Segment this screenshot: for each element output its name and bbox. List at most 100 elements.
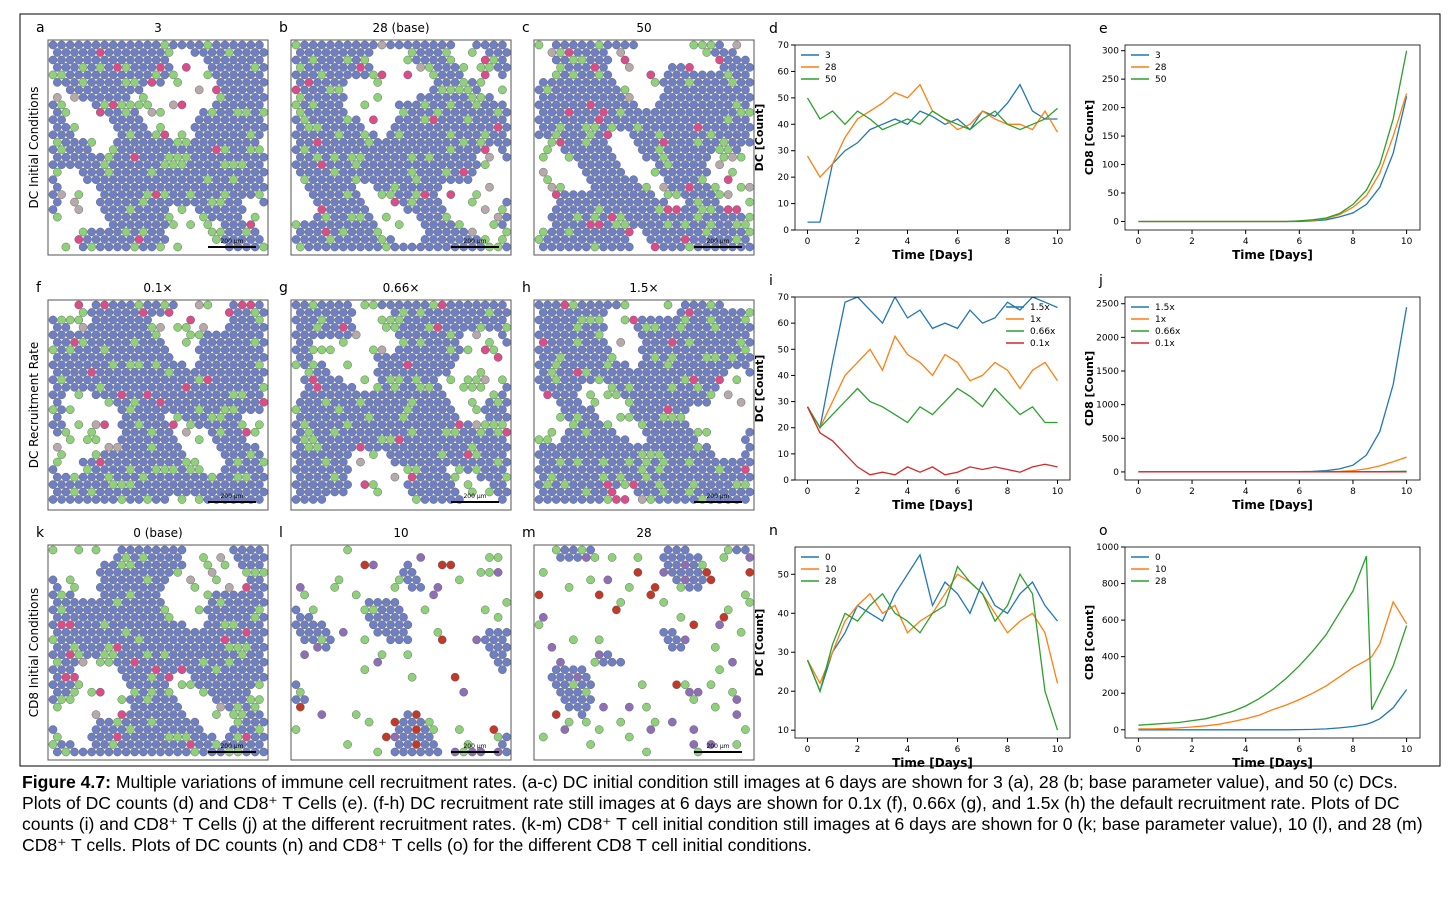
cell: [238, 696, 246, 704]
cell: [174, 398, 182, 406]
cell: [58, 481, 66, 489]
cell: [313, 228, 321, 236]
cell: [412, 726, 420, 734]
x-tick-label: 2: [1189, 745, 1195, 755]
cell: [238, 316, 246, 324]
cell: [165, 138, 173, 146]
cell: [174, 658, 182, 666]
cell: [434, 628, 442, 636]
cell: [101, 591, 109, 599]
cell: [92, 346, 100, 354]
y-tick-label: 250: [1102, 75, 1119, 85]
cell: [260, 488, 268, 496]
cell: [438, 41, 446, 49]
cell: [53, 703, 61, 711]
cell: [135, 666, 143, 674]
cell: [591, 183, 599, 191]
cell: [156, 443, 164, 451]
cell: [604, 495, 612, 503]
cell: [556, 243, 564, 251]
cell: [604, 206, 612, 214]
cell: [434, 108, 442, 116]
cell: [260, 108, 268, 116]
cell: [238, 451, 246, 459]
cell: [599, 323, 607, 331]
cell: [70, 658, 78, 666]
cell: [313, 488, 321, 496]
cell: [105, 308, 113, 316]
y-tick-label: 1000: [1096, 401, 1119, 411]
x-tick-label: 4: [1243, 237, 1249, 247]
cell: [711, 228, 719, 236]
cell: [630, 466, 638, 474]
cell: [737, 63, 745, 71]
cell: [331, 413, 339, 421]
cell: [352, 116, 360, 124]
cell: [664, 206, 672, 214]
cell: [421, 391, 429, 399]
cell: [113, 748, 121, 756]
cell: [561, 86, 569, 94]
cell: [438, 346, 446, 354]
cell: [230, 466, 238, 474]
cell: [79, 228, 87, 236]
cell: [255, 451, 263, 459]
cell: [217, 228, 225, 236]
cell: [301, 316, 309, 324]
cell: [144, 421, 152, 429]
cell: [169, 726, 177, 734]
cell: [638, 221, 646, 229]
cell: [399, 733, 407, 741]
cell: [131, 213, 139, 221]
cell: [296, 353, 304, 361]
cell: [187, 481, 195, 489]
cell: [131, 598, 139, 606]
cell: [113, 243, 121, 251]
cell: [451, 413, 459, 421]
cell: [204, 56, 212, 64]
cell: [105, 628, 113, 636]
cell: [374, 598, 382, 606]
cell: [260, 78, 268, 86]
cell: [79, 368, 87, 376]
cell: [292, 436, 300, 444]
cell: [438, 316, 446, 324]
cell: [417, 198, 425, 206]
cell: [70, 473, 78, 481]
cell: [599, 168, 607, 176]
cell: [139, 323, 147, 331]
legend-label: 1x: [1155, 315, 1167, 325]
cell: [251, 183, 259, 191]
cell: [88, 628, 96, 636]
cell: [144, 466, 152, 474]
cell: [313, 368, 321, 376]
cell: [204, 376, 212, 384]
cell: [391, 353, 399, 361]
cell: [83, 86, 91, 94]
cell: [344, 481, 352, 489]
cell: [199, 688, 207, 696]
cell: [451, 428, 459, 436]
cell: [455, 71, 463, 79]
cell: [690, 316, 698, 324]
cell: [49, 206, 57, 214]
cell: [442, 488, 450, 496]
cell: [690, 161, 698, 169]
cell: [161, 726, 169, 734]
cell: [309, 346, 317, 354]
cell: [387, 161, 395, 169]
cell: [212, 481, 220, 489]
cell: [655, 331, 663, 339]
cell: [301, 235, 309, 243]
cell: [741, 316, 749, 324]
cell: [322, 243, 330, 251]
cell: [217, 183, 225, 191]
cell: [135, 361, 143, 369]
cell: [260, 153, 268, 161]
cell: [234, 458, 242, 466]
cell: [139, 658, 147, 666]
cell: [131, 123, 139, 131]
cell: [746, 488, 754, 496]
cell: [152, 561, 160, 569]
panel-letter: k: [36, 525, 45, 541]
